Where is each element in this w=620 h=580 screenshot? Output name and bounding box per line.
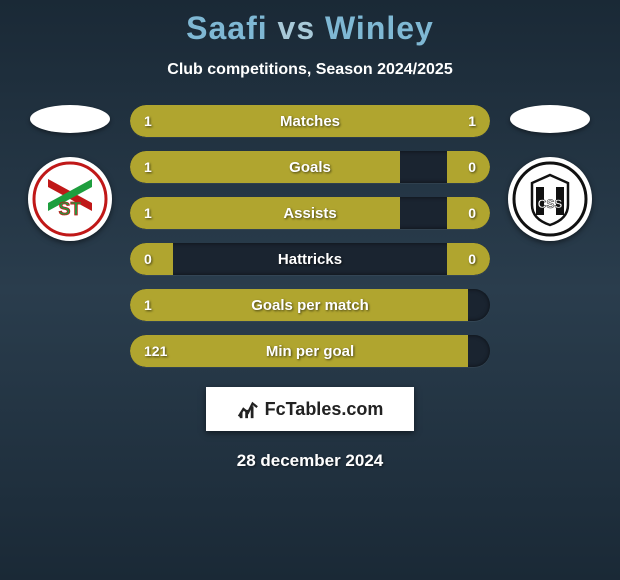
- right-side: CSS: [500, 105, 600, 241]
- stat-row: 00Hattricks: [130, 243, 490, 275]
- stat-label: Matches: [130, 105, 490, 137]
- left-crest-icon: ST: [32, 161, 108, 237]
- svg-text:CSS: CSS: [538, 197, 563, 211]
- stat-row: 10Assists: [130, 197, 490, 229]
- title-right: Winley: [325, 10, 434, 46]
- brand-box[interactable]: FcTables.com: [206, 387, 414, 431]
- subtitle: Club competitions, Season 2024/2025: [0, 61, 620, 79]
- brand-text: FcTables.com: [265, 399, 384, 420]
- page-title: Saafi vs Winley: [0, 10, 620, 47]
- title-vs: vs: [278, 10, 316, 46]
- right-crest-icon: CSS: [512, 161, 588, 237]
- stat-label: Hattricks: [130, 243, 490, 275]
- right-team-crest: CSS: [508, 157, 592, 241]
- svg-text:ST: ST: [58, 199, 81, 219]
- stat-label: Goals per match: [130, 289, 490, 321]
- stat-label: Min per goal: [130, 335, 490, 367]
- right-flag-icon: [510, 105, 590, 133]
- title-left: Saafi: [186, 10, 267, 46]
- stat-label: Assists: [130, 197, 490, 229]
- left-side: ST: [20, 105, 120, 241]
- date-text: 28 december 2024: [0, 451, 620, 471]
- left-team-crest: ST: [28, 157, 112, 241]
- stats-list: 11Matches 10Goals 10Assists 00Hattricks 1Goa…: [130, 105, 490, 367]
- stat-row: 10Goals: [130, 151, 490, 183]
- stat-row: 121Min per goal: [130, 335, 490, 367]
- stat-label: Goals: [130, 151, 490, 183]
- brand-chart-icon: [237, 398, 259, 420]
- comparison-area: ST 11Matches10Goals10Assists00Hattricks1…: [0, 105, 620, 367]
- stat-row: 11Matches: [130, 105, 490, 137]
- stat-row: 1Goals per match: [130, 289, 490, 321]
- left-flag-icon: [30, 105, 110, 133]
